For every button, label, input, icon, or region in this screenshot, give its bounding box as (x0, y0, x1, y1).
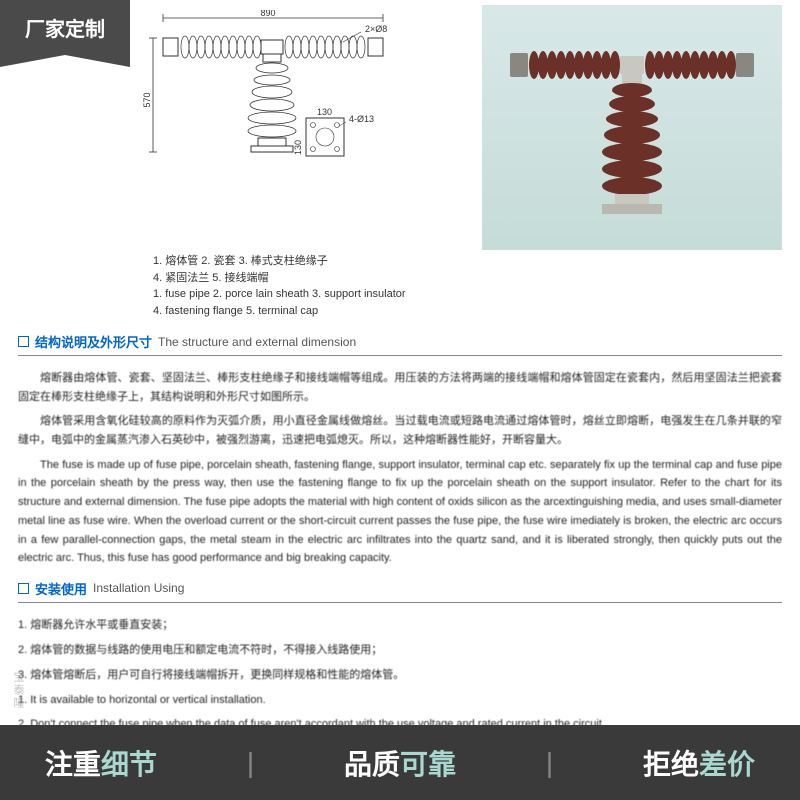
dim-side: 2×Ø8 (365, 24, 387, 34)
fuse-diagram-svg: 890 2×Ø8 (143, 10, 403, 240)
install-item-2: 2. 熔体管的数据与线路的使用电压和额定电流不符时，不得接入线路使用； (18, 638, 782, 663)
para-en: The fuse is made up of fuse pipe, porcel… (18, 453, 782, 571)
legend-en-1: 1. fuse pipe 2. porce lain sheath 3. sup… (153, 286, 782, 303)
support-ribs (248, 63, 296, 137)
dim-base-w: 130 (317, 107, 332, 117)
fuse-photo-svg (502, 18, 762, 238)
section-1-title-cn: 结构说明及外形尺寸 (35, 332, 152, 351)
install-item-en1: 1. It is available to horizontal or vert… (18, 688, 782, 713)
dim-base-h: 130 (293, 140, 303, 155)
dim-hole: 4-Ø13 (349, 114, 374, 124)
legend-cn-1: 1. 熔体管 2. 瓷套 3. 棒式支柱绝缘子 (153, 253, 782, 270)
dim-w: 890 (260, 10, 275, 18)
install-item-3: 3. 熔体管熔断后，用户可自行将接线端帽拆开，更换同样规格和性能的熔体管。 (18, 663, 782, 688)
section-2-header: 安装使用 Installation Using (18, 571, 782, 603)
square-icon (18, 583, 29, 594)
section-2-title-cn: 安装使用 (35, 579, 87, 598)
separator-icon: | (546, 747, 553, 779)
banner-phrase-1: 注重细节 (45, 743, 157, 783)
factory-custom-badge: 厂家定制 (0, 0, 130, 55)
separator-icon: | (247, 747, 254, 779)
legend-cn-2: 4. 紧固法兰 5. 接线端帽 (153, 270, 782, 287)
square-icon (18, 336, 29, 347)
watermark-text: 宝泰隆 (10, 671, 26, 710)
para-cn-2: 熔体管采用含氧化硅较高的原料作为灭弧介质，用小直径金属线做熔丝。当过载电流或短路… (18, 409, 782, 452)
para-cn-1: 熔断器由熔体管、瓷套、坚固法兰、棒形支柱绝缘子和接线端帽等组成。用压装的方法将两… (18, 366, 782, 409)
document-content: 890 2×Ø8 (0, 0, 800, 737)
bottom-banner: 注重细节 | 品质可靠 | 拒绝差价 (0, 725, 800, 800)
section-2-title-en: Installation Using (93, 581, 184, 595)
section-1-header: 结构说明及外形尺寸 The structure and external dim… (18, 324, 782, 356)
top-section: 890 2×Ø8 (18, 0, 782, 250)
badge-text: 厂家定制 (25, 13, 105, 42)
diagram-legend: 1. 熔体管 2. 瓷套 3. 棒式支柱绝缘子 4. 紧固法兰 5. 接线端帽 … (18, 250, 782, 324)
insulator-ribs-left (181, 36, 261, 58)
section-1-title-en: The structure and external dimension (158, 335, 356, 349)
product-photo (482, 5, 782, 250)
banner-phrase-3: 拒绝差价 (643, 743, 755, 783)
legend-en-2: 4. fastening flange 5. terminal cap (153, 303, 782, 320)
banner-phrase-2: 品质可靠 (344, 743, 456, 783)
insulator-ribs-right (285, 36, 365, 58)
install-item-1: 1. 熔断器允许水平或垂直安装； (18, 613, 782, 638)
dim-h: 570 (143, 92, 152, 107)
